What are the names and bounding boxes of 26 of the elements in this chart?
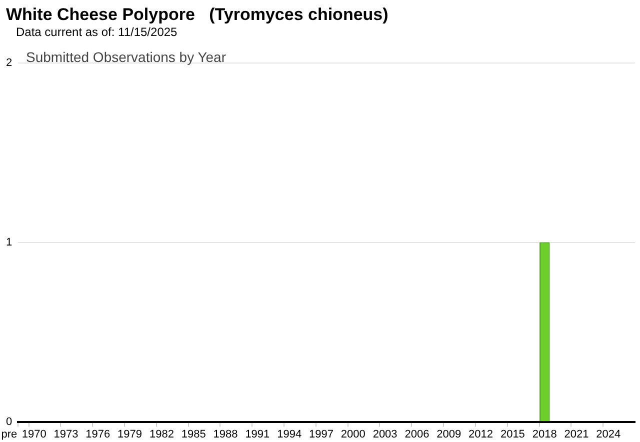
annotation: Submitted Observations by Year (26, 49, 226, 65)
x-tick-label: 2024 (596, 428, 621, 440)
x-tick-label: 1976 (86, 428, 110, 440)
y-tick-label: 0 (6, 416, 12, 428)
x-tick-label: 2009 (436, 428, 462, 440)
x-tick-label: 2021 (564, 428, 589, 440)
x-tick-label: 1982 (149, 428, 174, 440)
x-tick-label: 2018 (532, 428, 557, 440)
x-tick-label: 1991 (245, 428, 270, 440)
x-tick-label: 1970 (22, 428, 46, 440)
x-tick-label: 1988 (213, 428, 238, 440)
x-tick-label: 1979 (118, 428, 142, 440)
x-tick-label: 1997 (309, 428, 334, 440)
chart-subtitle: Data current as of: 11/15/2025 (16, 25, 178, 39)
x-tick-label: 2015 (500, 428, 525, 440)
y-tick-label: 1 (6, 236, 12, 248)
x-tick-label: 2012 (468, 428, 494, 440)
chart-title: White Cheese Polypore (Tyromyces chioneus) (6, 5, 388, 25)
x-tick-label: 2003 (372, 428, 398, 440)
x-tick-label: 1973 (54, 428, 78, 440)
x-tick-label: pre (1, 428, 18, 440)
x-tick-label: 1985 (181, 428, 206, 440)
x-tick-label: 2006 (404, 428, 430, 440)
y-tick-label: 2 (6, 57, 12, 70)
x-tick-label: 1994 (277, 428, 302, 440)
x-tick-label: 2000 (340, 428, 366, 440)
